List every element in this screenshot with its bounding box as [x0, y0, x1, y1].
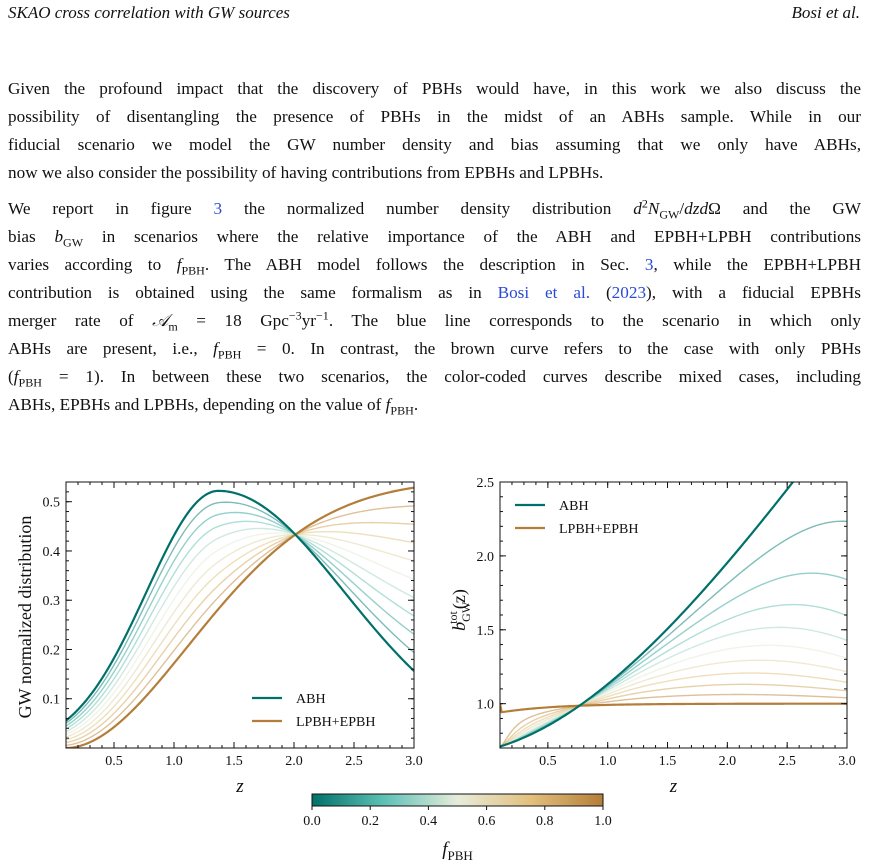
paragraph-2: We report in figure 3 the normalized num… — [8, 195, 861, 419]
figure-ref-link[interactable]: 3 — [213, 199, 223, 218]
left-xtick-label: 3.0 — [405, 754, 423, 769]
para1-line2: possibility of disentangling the presenc… — [8, 107, 861, 126]
right-xtick-label: 2.0 — [719, 754, 737, 769]
section-ref-link[interactable]: 3 — [644, 255, 654, 274]
left-curve-mix-1 — [66, 501, 414, 724]
right-curve-lpbh-epbh — [500, 702, 847, 714]
right-legend-label: LPBH+EPBH — [559, 522, 638, 537]
right-curve-abh — [500, 482, 795, 748]
para1-line4: now we also consider the possibility of … — [8, 163, 604, 182]
para2-line5: merger rate of 𝒜m = 18 Gpc−3yr−1. The bl… — [8, 308, 861, 334]
left-curve-mix-7 — [66, 530, 414, 741]
left-curve-mix-8 — [66, 521, 414, 744]
right-ytick-label: 1.0 — [477, 698, 495, 713]
para2-line6: ABHs are present, i.e., fPBH = 0. In con… — [8, 339, 862, 362]
left-xtick-label: 1.0 — [165, 754, 183, 769]
colorbar-tick-label: 1.0 — [594, 814, 612, 829]
left-ylabel: GW normalized distribution — [15, 516, 35, 719]
right-curve-mix-5 — [500, 644, 847, 748]
colorbar-gradient — [311, 793, 604, 807]
running-header: SKAO cross correlation with GW sources B… — [8, 3, 860, 25]
right-ytick-label: 2.0 — [477, 550, 495, 565]
running-authors: Bosi et al. — [791, 3, 860, 22]
right-legend: ABH LPBH+EPBH — [515, 499, 638, 537]
colorbar-tick-label: 0.2 — [361, 814, 379, 829]
right-curve-mix-9 — [500, 693, 847, 748]
left-axes-frame — [65, 481, 415, 749]
left-curves — [66, 486, 414, 748]
para2-line8: ABHs, EPBHs and LPBHs, depending on the … — [8, 395, 419, 418]
para2-line1: We report in figure 3 the normalized num… — [8, 196, 862, 222]
right-ylabel: bGWtot(z) — [446, 589, 473, 631]
figure-3: 0.5 1.0 1.5 2.0 2.5 3.0 0.1 0.2 0.3 0.4 0.5 z ABH LPB… — [15, 476, 856, 863]
left-ytick-label: 0.3 — [43, 594, 61, 609]
citation-author-link[interactable]: Bosi et al. — [497, 283, 591, 302]
left-legend: ABH LPBH+EPBH — [252, 692, 375, 730]
para1-line1: Given the profound impact that the disco… — [8, 79, 861, 98]
colorbar-tick-label: 0.0 — [303, 814, 321, 829]
left-xlabel: z — [235, 776, 244, 797]
right-legend-label: ABH — [559, 499, 589, 514]
right-ytick-label: 2.5 — [477, 476, 495, 491]
left-xtick-label: 0.5 — [105, 754, 123, 769]
right-curve-mix-6 — [500, 659, 847, 748]
right-curve-mix-4 — [500, 626, 847, 748]
colorbar-tick-label: 0.6 — [478, 814, 496, 829]
right-curve-mix-3 — [500, 603, 847, 748]
left-xtick-label: 2.0 — [285, 754, 303, 769]
right-xtick-label: 2.5 — [778, 754, 796, 769]
colorbar-tick-label: 0.8 — [536, 814, 554, 829]
left-ytick-label: 0.5 — [43, 496, 61, 511]
left-ytick-label: 0.2 — [43, 643, 61, 658]
left-legend-label: ABH — [296, 692, 326, 707]
left-panel: 0.5 1.0 1.5 2.0 2.5 3.0 0.1 0.2 0.3 0.4 0.5 z ABH LPB… — [15, 481, 423, 797]
colorbar-tick-label: 0.4 — [420, 814, 438, 829]
left-curve-mix-4 — [66, 527, 414, 733]
left-legend-label: LPBH+EPBH — [296, 715, 375, 730]
right-xtick-label: 1.5 — [659, 754, 677, 769]
colorbar-label: fPBH — [442, 839, 473, 863]
right-curve-mix-8 — [500, 683, 847, 748]
right-curves — [500, 482, 847, 748]
para2-line4: contribution is obtained using the same … — [8, 283, 861, 302]
left-curve-abh — [66, 489, 414, 722]
citation-year-link[interactable]: 2023 — [611, 283, 647, 302]
para2-line3: varies according to fPBH. The ABH model … — [8, 255, 861, 278]
left-ytick-label: 0.4 — [43, 545, 61, 560]
para2-line7: (fPBH = 1). In between these two scenari… — [8, 367, 861, 390]
para2-line2: bias bGW in scenarios where the relative… — [8, 227, 862, 250]
right-xtick-label: 0.5 — [539, 754, 557, 769]
right-xlabel: z — [669, 776, 678, 797]
left-xtick-label: 1.5 — [225, 754, 243, 769]
colorbar: 0.0 0.2 0.4 0.6 0.8 1.0 fPBH — [303, 793, 612, 863]
right-ytick-label: 1.5 — [477, 624, 495, 639]
left-curve-lpbh-epbh — [66, 486, 414, 748]
right-xtick-label: 1.0 — [599, 754, 617, 769]
left-curve-mix-2 — [66, 511, 414, 727]
left-curve-mix-6 — [66, 533, 414, 738]
left-xtick-label: 2.5 — [345, 754, 363, 769]
right-xtick-label: 3.0 — [838, 754, 856, 769]
left-curve-mix-9 — [66, 505, 414, 746]
right-curve-mix-7 — [500, 672, 847, 748]
left-ytick-label: 0.1 — [43, 693, 61, 708]
running-title: SKAO cross correlation with GW sources — [8, 3, 290, 22]
left-curve-mix-3 — [66, 520, 414, 730]
paragraph-1: Given the profound impact that the disco… — [8, 75, 861, 187]
left-curve-mix-5 — [66, 532, 414, 735]
para1-line3: fiducial scenario we model the GW number… — [8, 135, 861, 154]
right-panel: 0.5 1.0 1.5 2.0 2.5 3.0 1.0 1.5 2.0 2.5 z ABH LPBH+E… — [446, 476, 856, 797]
